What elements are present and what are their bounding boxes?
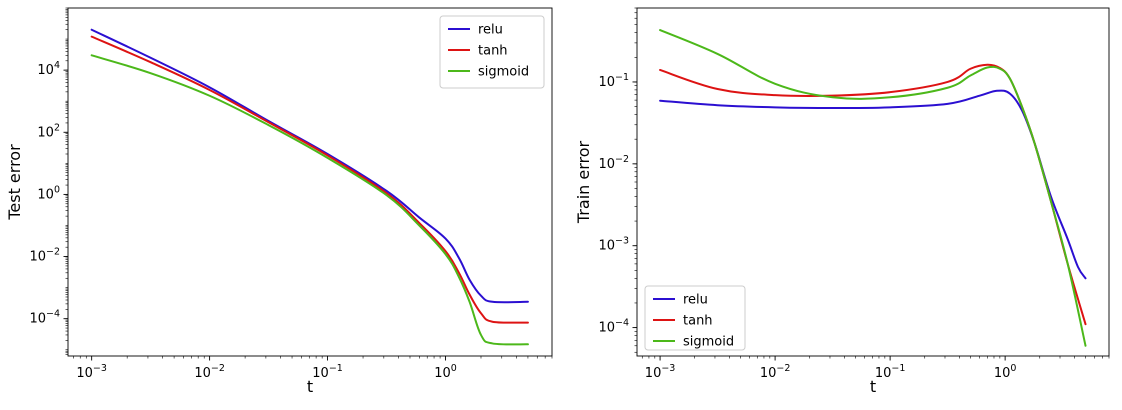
series-line-tanh	[90, 35, 529, 324]
legend-label-tanh: tanh	[683, 314, 713, 329]
legend-label-relu: relu	[478, 23, 503, 38]
legend-label-relu: relu	[683, 293, 708, 308]
legend-box	[644, 285, 746, 351]
x-tick-label: 10−1	[312, 363, 343, 381]
y-tick-label: 104	[37, 60, 60, 78]
y-tick-label: 102	[37, 122, 60, 140]
series-line-sigmoid	[90, 54, 529, 346]
chart-panel-1: 10−3 10−2 10−1 100 10−4 10−2 100 102 104 t Test er…	[5, 7, 553, 396]
y-axis-label: Train error	[574, 140, 593, 224]
x-tick-label: 10−2	[760, 363, 791, 381]
legend-label-tanh: tanh	[478, 44, 508, 59]
x-tick-label: 100	[434, 363, 457, 381]
x-axis-label: t	[307, 377, 313, 396]
y-axis-label: Test error	[5, 144, 24, 221]
x-tick-label: 10−3	[645, 363, 676, 381]
legend: relu tanh sigmoid	[644, 285, 746, 351]
y-tick-label: 10−2	[598, 154, 629, 172]
x-tick-label: 10−1	[875, 363, 906, 381]
plot-frame	[67, 7, 553, 357]
y-tick-label: 100	[37, 184, 60, 202]
y-tick-label: 10−3	[598, 236, 629, 254]
series-line-relu	[659, 89, 1087, 280]
x-axis-label: t	[870, 377, 876, 396]
y-tick-label: 10−1	[598, 72, 629, 90]
x-tick-label: 100	[994, 363, 1017, 381]
y-tick-label: 10−4	[598, 318, 629, 336]
y-tick-label: 10−4	[29, 309, 60, 327]
series-line-sigmoid	[659, 29, 1087, 347]
series-line-relu	[90, 28, 529, 304]
x-tick-label: 10−3	[76, 363, 107, 381]
legend-label-sigmoid: sigmoid	[683, 335, 734, 350]
x-tick-label: 10−2	[194, 363, 225, 381]
y-tick-label: 10−2	[29, 247, 60, 265]
legend-label-sigmoid: sigmoid	[478, 65, 529, 80]
legend: relu tanh sigmoid	[439, 15, 545, 89]
